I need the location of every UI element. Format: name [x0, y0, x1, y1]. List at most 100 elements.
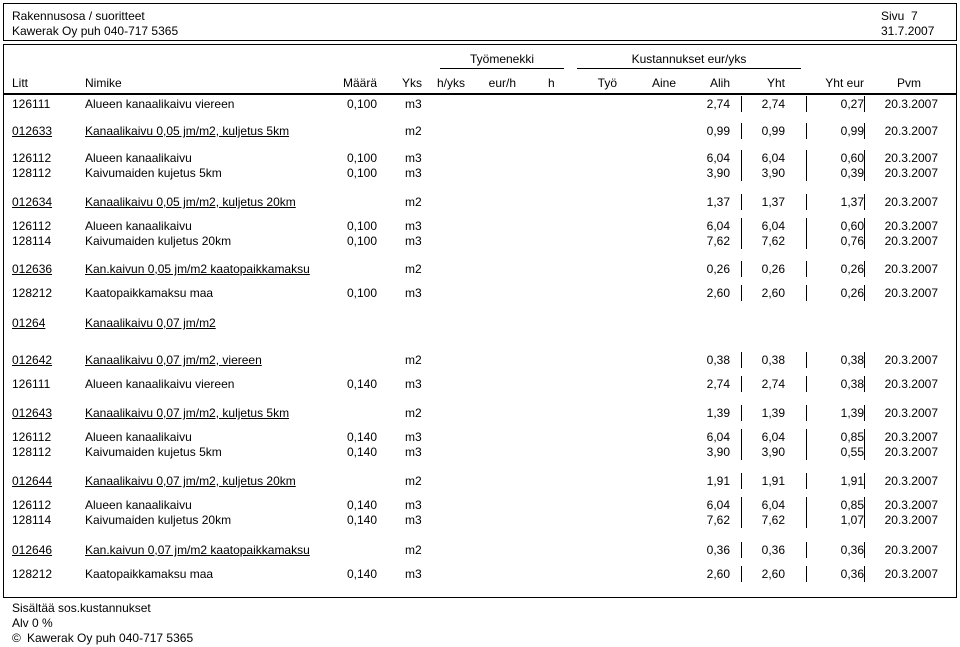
row-yht: 7,62: [761, 234, 785, 248]
row-date: 20.3.2007: [884, 543, 938, 557]
row-litt: 012634: [12, 195, 53, 209]
col-header-nimike: Nimike: [85, 76, 122, 90]
header-box: [3, 3, 957, 41]
row-unit: m3: [405, 513, 422, 527]
row-yht: 1,39: [761, 406, 785, 420]
row-unit: m2: [405, 406, 422, 420]
group-underline-cost: [577, 68, 801, 69]
column-separator-mark: [806, 165, 807, 181]
column-separator-mark: [741, 285, 742, 301]
row-alih: 0,38: [706, 353, 730, 367]
row-name: Kaivumaiden kuljetus 20km: [85, 513, 232, 527]
column-separator-mark: [741, 194, 742, 210]
row-yht: 7,62: [761, 513, 785, 527]
column-separator-mark: [806, 444, 807, 460]
column-separator-mark: [806, 352, 807, 368]
col-header-alih: Alih: [709, 76, 730, 90]
row-total: 1,07: [840, 513, 864, 527]
row-name: Kanaalikaivu 0,07 jm/m2: [85, 316, 216, 330]
row-unit: m3: [405, 97, 422, 111]
row-litt: 012644: [12, 474, 53, 488]
row-unit: m2: [405, 543, 422, 557]
column-separator-mark: [741, 165, 742, 181]
row-litt: 128212: [12, 286, 53, 300]
col-header-yht: Yht: [766, 76, 785, 90]
row-date: 20.3.2007: [884, 445, 938, 459]
row-date: 20.3.2007: [884, 353, 938, 367]
column-separator-mark: [806, 566, 807, 582]
row-total: 0,36: [840, 543, 864, 557]
column-separator-mark: [741, 473, 742, 489]
col-header-h: h: [548, 76, 555, 90]
row-total: 0,60: [840, 219, 864, 233]
col-header-litt: Litt: [12, 76, 29, 90]
row-litt: 01264: [12, 316, 46, 330]
column-separator-mark: [806, 405, 807, 421]
row-total: 0,36: [840, 567, 864, 581]
column-separator-mark: [864, 473, 865, 489]
row-alih: 1,39: [706, 406, 730, 420]
row-name: Kaivumaiden kuljetus 20km: [85, 234, 232, 248]
row-litt: 128114: [12, 513, 52, 527]
column-separator-mark: [864, 429, 865, 445]
table-body-box: [3, 94, 957, 598]
row-date: 20.3.2007: [884, 286, 938, 300]
row-total: 1,39: [840, 406, 864, 420]
row-alih: 7,62: [706, 234, 730, 248]
column-separator-mark: [806, 285, 807, 301]
row-date: 20.3.2007: [884, 406, 938, 420]
row-qty: 0,100: [346, 219, 377, 233]
row-name: Kanaalikaivu 0,07 jm/m2, kuljetus 20km: [85, 474, 296, 488]
row-qty: 0,100: [346, 97, 377, 111]
row-qty: 0,140: [346, 498, 377, 512]
column-separator-mark: [741, 352, 742, 368]
row-date: 20.3.2007: [884, 124, 938, 138]
row-litt: 012633: [12, 124, 53, 138]
row-total: 0,85: [840, 430, 864, 444]
column-separator-mark: [864, 405, 865, 421]
row-litt: 012643: [12, 406, 53, 420]
column-header-box: [3, 44, 957, 94]
row-name: Kanaalikaivu 0,07 jm/m2, viereen: [85, 353, 262, 367]
column-separator-mark: [741, 405, 742, 421]
row-yht: 2,60: [761, 567, 785, 581]
col-header-hyks: h/yks: [436, 76, 465, 90]
column-separator-mark: [806, 261, 807, 277]
row-litt: 126111: [12, 97, 51, 111]
row-name: Alueen kanaalikaivu: [85, 151, 192, 165]
row-unit: m2: [405, 124, 422, 138]
column-separator-mark: [806, 123, 807, 139]
row-yht: 1,91: [761, 474, 785, 488]
row-alih: 6,04: [706, 219, 730, 233]
column-separator-mark: [806, 512, 807, 528]
row-alih: 2,60: [706, 567, 730, 581]
column-separator-mark: [864, 566, 865, 582]
row-yht: 6,04: [761, 151, 785, 165]
row-total: 0,55: [840, 445, 864, 459]
column-separator-mark: [864, 96, 865, 112]
header-company: Kawerak Oy puh 040-717 5365: [12, 24, 179, 38]
row-unit: m3: [405, 219, 422, 233]
row-qty: 0,100: [346, 286, 377, 300]
row-alih: 6,04: [706, 430, 730, 444]
row-litt: 128112: [12, 166, 52, 180]
row-unit: m3: [405, 567, 422, 581]
row-unit: m3: [405, 430, 422, 444]
row-unit: m2: [405, 353, 422, 367]
column-separator-mark: [741, 261, 742, 277]
row-qty: 0,140: [346, 445, 377, 459]
column-separator-mark: [864, 444, 865, 460]
column-separator-mark: [741, 96, 742, 112]
row-date: 20.3.2007: [884, 474, 938, 488]
col-header-maara: Määrä: [342, 76, 377, 90]
row-unit: m3: [405, 377, 422, 391]
row-litt: 128112: [12, 445, 52, 459]
column-separator-mark: [864, 233, 865, 249]
column-separator-mark: [741, 429, 742, 445]
row-date: 20.3.2007: [884, 567, 938, 581]
row-date: 20.3.2007: [884, 262, 938, 276]
row-qty: 0,140: [346, 567, 377, 581]
column-separator-mark: [864, 123, 865, 139]
row-alih: 6,04: [706, 498, 730, 512]
row-total: 0,26: [840, 286, 864, 300]
